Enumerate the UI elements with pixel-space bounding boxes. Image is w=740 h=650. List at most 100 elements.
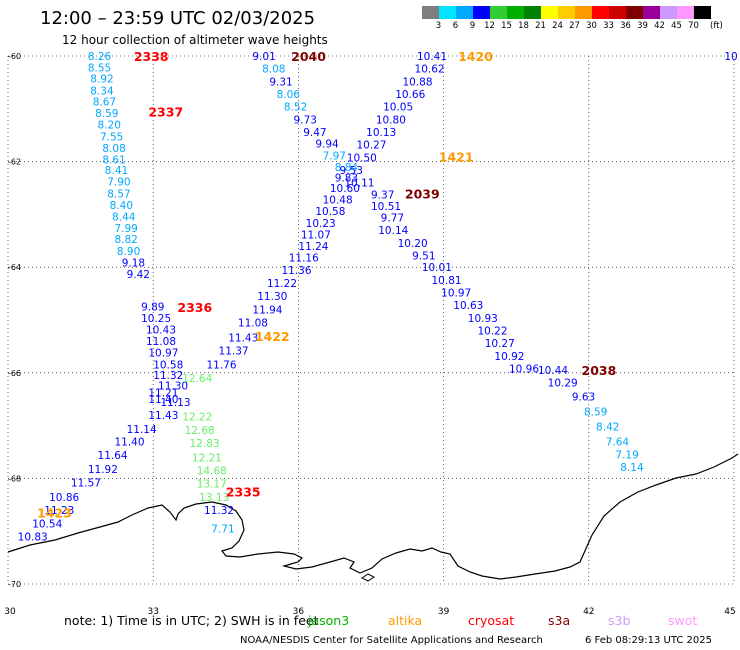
wave-height-value: 10.25 [141, 313, 171, 325]
colorbar-tick-label: 12 [484, 21, 495, 31]
wave-height-value: 10.13 [366, 127, 396, 139]
wave-height-value: 9.31 [269, 76, 292, 88]
wave-height-value: 9.89 [141, 301, 164, 313]
colorbar-unit: (ft) [710, 21, 723, 31]
wave-height-value: 10.14 [378, 225, 408, 237]
longitude-tick-label: 39 [438, 607, 450, 617]
longitude-tick-label: 42 [583, 607, 594, 617]
wave-height-value: 11.76 [206, 359, 236, 371]
wave-height-value: 10.97 [441, 288, 471, 300]
wave-height-value: 11.32 [153, 370, 183, 382]
wave-height-value: 10.29 [548, 377, 578, 389]
wave-height-value: 10.54 [32, 518, 62, 530]
wave-height-value: 11.24 [298, 241, 328, 253]
wave-height-value: 9.18 [122, 257, 145, 269]
map-title: 12:00 – 23:59 UTC 02/03/2025 [40, 8, 316, 29]
wave-height-value: 13.13 [199, 492, 229, 504]
wave-height-value: 10.93 [468, 313, 498, 325]
wave-height-value: 7.97 [323, 150, 346, 162]
wave-height-observations: 8.268.558.928.348.678.598.207.558.088.61… [18, 51, 738, 543]
wave-height-value: 11.32 [204, 505, 234, 517]
wave-height-value: 11.36 [281, 265, 311, 277]
satellite-pass-label: 2335 [226, 485, 261, 500]
wave-height-value: 11.23 [44, 505, 74, 517]
antarctic-coastline [7, 453, 739, 582]
wave-height-value: 14.68 [197, 465, 227, 477]
wave-height-value: 8.08 [102, 143, 125, 155]
wave-height-value: 10.27 [485, 338, 515, 350]
latitude-tick-label: -64 [8, 263, 21, 272]
colorbar-swatch [558, 6, 575, 19]
wave-height-value: 11.07 [301, 229, 331, 241]
wave-height-value: 11.13 [160, 397, 190, 409]
wave-height-value: 8.90 [117, 246, 140, 258]
wave-height-value: 7.19 [615, 450, 638, 462]
satellite-pass-label: 2338 [134, 49, 169, 64]
satellite-pass-label: 1423 [37, 506, 72, 521]
wave-height-value: 8.42 [596, 422, 619, 434]
wave-height-value: 7.90 [107, 177, 130, 189]
wave-height-value: 10.92 [494, 351, 524, 363]
wave-height-value: 11.21 [148, 387, 178, 399]
wave-height-value: 10.58 [315, 206, 345, 218]
colorbar-tick-label: 15 [501, 21, 512, 31]
colorbar-tick-label: 9 [469, 21, 476, 31]
colorbar-swatch [626, 6, 643, 19]
colorbar-swatch [439, 6, 456, 19]
wave-height-value: 10.41 [417, 51, 447, 63]
colorbar-tick-label: 6 [452, 21, 459, 31]
colorbar-tick-label: 21 [535, 21, 546, 31]
footer-organization: NOAA/NESDIS Center for Satellite Applica… [240, 635, 543, 646]
longitude-tick-label: 45 [724, 607, 735, 617]
wave-height-value: 12.83 [190, 438, 220, 450]
wave-height-value: 11.08 [238, 318, 268, 330]
wave-height-value: 9.77 [381, 213, 404, 225]
wave-height-value: 11.40 [114, 436, 144, 448]
wave-height-value: 10.63 [453, 300, 483, 312]
colorbar-swatch [541, 6, 558, 19]
coastline-island [361, 573, 375, 582]
latitude-tick-label: -68 [8, 474, 21, 483]
wave-height-value: 8.34 [90, 85, 114, 97]
satellite-pass-label: 2337 [148, 104, 183, 119]
footer-timestamp: 6 Feb 08:29:13 UTC 2025 [585, 635, 712, 646]
coastline-path [7, 453, 739, 580]
wave-height-value: 10.50 [347, 152, 377, 164]
wave-height-value: 12.21 [192, 452, 222, 464]
wave-height-value: 12.22 [182, 412, 212, 424]
wave-height-value: 10.81 [432, 275, 462, 287]
satellite-pass-label: 2038 [582, 363, 617, 378]
wave-height-value: 10.66 [395, 89, 425, 101]
wave-height-value: 11.16 [289, 253, 319, 265]
wave-height-value: 10.88 [402, 76, 432, 88]
map-gridlines [7, 55, 735, 585]
wave-height-value: 10.96 [509, 364, 539, 376]
wave-height-value: 11.92 [88, 464, 118, 476]
satellite-pass-label: 1420 [458, 49, 493, 64]
longitude-tick-label: 33 [147, 607, 158, 617]
longitude-tick-label: 36 [293, 607, 305, 617]
wave-height-value: 7.55 [100, 131, 123, 143]
legend-item-swot: swot [668, 613, 698, 628]
wave-height-value: 10.11 [344, 178, 374, 190]
colorbar-tick-label: 45 [671, 21, 682, 31]
wave-height-value: 10.60 [330, 183, 360, 195]
colorbar-swatch [456, 6, 473, 19]
colorbar-swatch [643, 6, 660, 19]
wave-height-value: 12.64 [182, 373, 212, 385]
wave-height-colorbar [422, 6, 711, 19]
wave-height-value: 10.97 [148, 348, 178, 360]
satellite-pass-label: 1422 [255, 329, 290, 344]
wave-height-value: 11.57 [71, 478, 101, 490]
satellite-pass-label: 2336 [177, 300, 212, 315]
latitude-tick-label: -70 [8, 580, 21, 589]
wave-height-value: 11.30 [158, 380, 188, 392]
wave-height-value: 8.67 [93, 96, 116, 108]
legend-item-cryosat: cryosat [468, 613, 515, 628]
wave-height-value: 8.08 [262, 64, 285, 76]
wave-height-value: 11.64 [98, 450, 128, 462]
wave-height-value: 7.64 [606, 436, 630, 448]
footnote: note: 1) Time is in UTC; 2) SWH is in fe… [64, 613, 319, 628]
wave-height-value: 8.57 [107, 188, 130, 200]
